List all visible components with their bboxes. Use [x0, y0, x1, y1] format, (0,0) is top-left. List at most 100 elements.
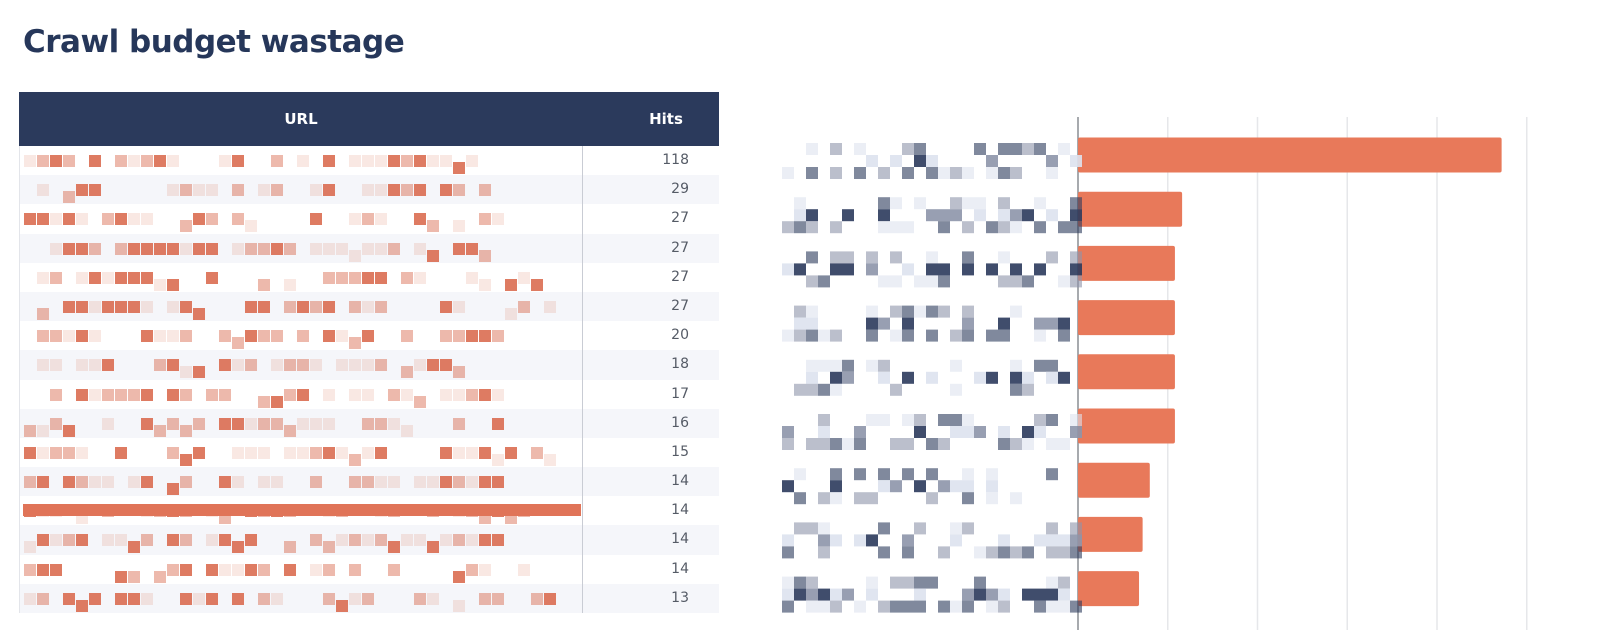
redacted-label-pixel — [926, 275, 938, 288]
bar — [1078, 137, 1502, 173]
redacted-label-pixel — [962, 588, 974, 601]
redacted-label-pixel — [1034, 329, 1046, 342]
redacted-label-pixel — [878, 414, 890, 426]
redacted-label-pixel — [830, 371, 842, 384]
redacted-url[interactable] — [20, 379, 584, 409]
redacted-label-pixel — [926, 438, 938, 450]
redacted-label-pixel — [806, 438, 818, 450]
redacted-url[interactable] — [20, 291, 584, 322]
column-header-hits[interactable]: Hits — [649, 110, 683, 128]
hits-value: 18 — [671, 356, 689, 373]
table-row[interactable]: 118 — [19, 146, 719, 176]
column-header-url[interactable]: URL — [284, 110, 318, 128]
redacted-label-pixel — [1022, 383, 1034, 396]
redacted-label-pixel — [926, 155, 938, 167]
redacted-url[interactable] — [20, 321, 584, 351]
table-row[interactable]: 27 — [19, 233, 719, 263]
redacted-label-pixel — [818, 546, 830, 559]
table-row[interactable]: 14 — [19, 496, 719, 526]
redacted-label-pixel — [1070, 522, 1082, 535]
redacted-label-pixel — [1034, 143, 1046, 155]
redacted-label-pixel — [1070, 546, 1082, 559]
redacted-label-pixel — [902, 534, 914, 547]
redacted-url[interactable] — [20, 175, 584, 205]
redacted-label-pixel — [1034, 221, 1046, 234]
table-row[interactable]: 14 — [19, 525, 719, 555]
redacted-label-pixel — [1010, 167, 1022, 179]
redacted-label-pixel — [830, 143, 842, 155]
redacted-label-pixel — [1022, 546, 1034, 559]
redacted-url[interactable] — [20, 146, 584, 176]
redacted-label-pixel — [986, 492, 998, 505]
redacted-label-pixel — [806, 600, 818, 613]
redacted-url[interactable] — [20, 467, 584, 497]
redacted-label-pixel — [1010, 263, 1022, 276]
redacted-label-pixel — [1010, 209, 1022, 222]
redacted-label-pixel — [998, 438, 1010, 450]
redacted-url[interactable] — [20, 525, 584, 555]
redacted-label-pixel — [854, 534, 866, 547]
redacted-label-pixel — [974, 426, 986, 438]
redacted-url[interactable] — [20, 583, 584, 613]
redacted-url[interactable] — [20, 437, 584, 468]
redacted-label-pixel — [1046, 522, 1058, 535]
redacted-label-pixel — [866, 155, 878, 167]
redacted-label-pixel — [926, 576, 938, 589]
redacted-label-pixel — [830, 480, 842, 493]
table-row[interactable]: 16 — [19, 408, 719, 438]
redacted-label-pixel — [806, 371, 818, 384]
redacted-label-pixel — [806, 576, 818, 589]
redacted-label-pixel — [962, 414, 974, 426]
bar — [1078, 245, 1175, 281]
redacted-url[interactable] — [20, 408, 584, 438]
redacted-label-pixel — [950, 329, 962, 342]
redacted-label-pixel — [806, 329, 818, 342]
bar — [1078, 462, 1150, 498]
redacted-label-pixel — [794, 209, 806, 222]
redacted-label-pixel — [998, 534, 1010, 547]
table-row[interactable]: 15 — [19, 437, 719, 468]
redacted-label-pixel — [782, 263, 794, 276]
redacted-label-pixel — [998, 143, 1010, 155]
redacted-url[interactable] — [20, 496, 584, 526]
table-row[interactable]: 18 — [19, 350, 719, 380]
table-row[interactable]: 27 — [19, 291, 719, 322]
redacted-label-pixel — [986, 468, 998, 481]
table-row[interactable]: 13 — [19, 583, 719, 613]
redacted-label-pixel — [806, 305, 818, 318]
redacted-url[interactable] — [20, 233, 584, 263]
redacted-url[interactable] — [20, 350, 584, 380]
redacted-label-pixel — [1010, 143, 1022, 155]
table-row[interactable]: 14 — [19, 467, 719, 497]
redacted-label-pixel — [986, 155, 998, 167]
redacted-label-pixel — [890, 600, 902, 613]
redacted-label-pixel — [890, 155, 902, 167]
redacted-label-pixel — [878, 371, 890, 384]
redacted-label-pixel — [998, 600, 1010, 613]
table-row[interactable]: 17 — [19, 379, 719, 409]
page-title: Crawl budget wastage — [23, 24, 405, 60]
redacted-label-pixel — [806, 143, 818, 155]
hits-value: 27 — [671, 268, 689, 285]
redacted-label-pixel — [962, 600, 974, 613]
redacted-label-pixel — [962, 492, 974, 505]
table-row[interactable]: 27 — [19, 262, 719, 292]
redacted-label-pixel — [926, 209, 938, 222]
redacted-label-pixel — [1058, 329, 1070, 342]
redacted-label-pixel — [1022, 371, 1034, 384]
redacted-url[interactable] — [20, 204, 584, 234]
redacted-label-pixel — [818, 600, 830, 613]
hits-value: 13 — [671, 589, 689, 606]
redacted-label-pixel — [818, 275, 830, 288]
table-row[interactable]: 14 — [19, 554, 719, 584]
redacted-label-pixel — [914, 480, 926, 493]
redacted-label-pixel — [890, 383, 902, 396]
redacted-label-pixel — [782, 480, 794, 493]
table-row[interactable]: 27 — [19, 204, 719, 234]
redacted-label-pixel — [986, 167, 998, 179]
redacted-label-pixel — [1046, 534, 1058, 547]
redacted-url[interactable] — [20, 554, 584, 584]
table-row[interactable]: 29 — [19, 175, 719, 205]
table-row[interactable]: 20 — [19, 321, 719, 351]
redacted-url[interactable] — [20, 262, 584, 292]
